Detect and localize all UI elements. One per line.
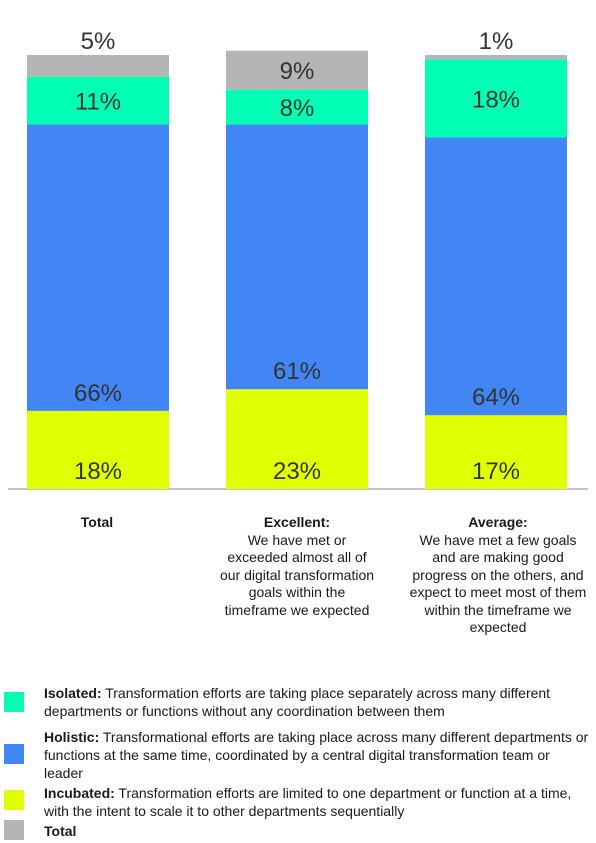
category-label-total: Total — [26, 514, 168, 532]
stacked-bar-chart: 18% 66% 11% 5% 23% 61% 8% 9% 17% 64% 18% 1% — [8, 28, 588, 490]
data-label-incubated-average: 17% — [472, 458, 520, 485]
bar-segment-isolated-total — [27, 76, 169, 125]
bar-segment-holistic-average — [425, 137, 567, 416]
category-label-average: Average: We have met a few goals and are… — [408, 514, 588, 637]
legend-description: Transformation efforts are taking place … — [44, 685, 551, 719]
bar-segment-holistic-excellent — [226, 124, 368, 390]
data-label-isolated-excellent: 8% — [280, 95, 315, 122]
legend-description: Transformational efforts are taking plac… — [44, 729, 589, 781]
category-label-excellent: Excellent: We have met or exceeded almos… — [216, 514, 378, 619]
legend-name: Holistic: — [44, 729, 100, 745]
legend-name: Incubated: — [44, 785, 115, 801]
data-label-holistic-average: 64% — [472, 384, 520, 411]
data-label-total-total: 5% — [81, 28, 116, 55]
data-label-holistic-excellent: 61% — [273, 358, 321, 385]
legend-name: Total — [44, 823, 77, 839]
data-label-holistic-total: 66% — [74, 380, 122, 407]
bar-segment-incubated-total — [27, 410, 169, 489]
data-label-incubated-excellent: 23% — [273, 458, 321, 485]
bar-segment-total-total — [27, 55, 169, 77]
category-title: Excellent: — [263, 514, 331, 530]
data-label-isolated-total: 11% — [75, 89, 121, 116]
legend-swatch-holistic — [4, 744, 24, 764]
legend-description: Transformation efforts are limited to on… — [44, 785, 572, 819]
bar-segment-isolated-average — [425, 59, 567, 138]
legend-swatch-total — [4, 820, 24, 840]
bar-segment-incubated-average — [425, 415, 567, 489]
legend-name: Isolated: — [44, 685, 102, 701]
category-description: We have met or exceeded almost all of ou… — [219, 531, 375, 618]
bar-segment-isolated-excellent — [226, 89, 368, 125]
data-label-total-excellent: 9% — [280, 58, 315, 85]
category-title: Average: — [468, 514, 528, 530]
bar-segment-holistic-total — [27, 124, 169, 411]
category-description: We have met a few goals and are making g… — [409, 531, 587, 636]
bar-segment-total-average — [425, 55, 567, 60]
data-label-total-average: 1% — [479, 28, 514, 55]
data-label-incubated-total: 18% — [74, 458, 122, 485]
bar-segment-incubated-excellent — [226, 389, 368, 489]
category-title: Total — [80, 514, 114, 530]
bar-segment-total-excellent — [226, 50, 368, 90]
legend-swatch-isolated — [4, 692, 24, 712]
data-label-isolated-average: 18% — [472, 86, 520, 113]
legend-swatch-incubated — [4, 790, 24, 810]
